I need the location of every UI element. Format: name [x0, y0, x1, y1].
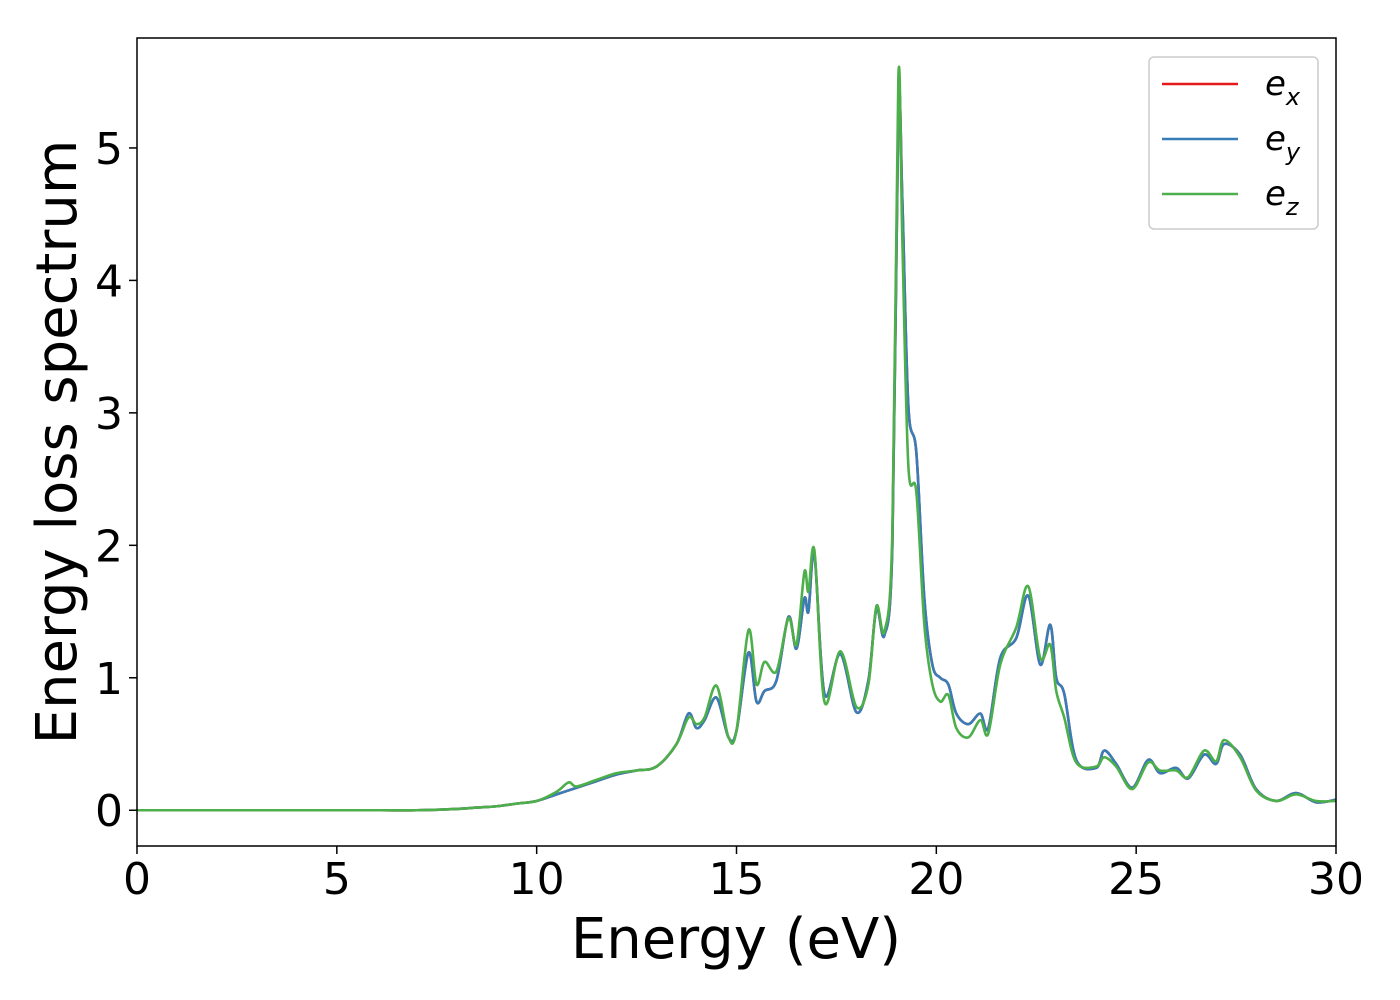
- x-tick-label: 10: [509, 854, 565, 905]
- y-axis-label: Energy loss spectrum: [25, 140, 90, 745]
- x-tick-label: 25: [1108, 854, 1164, 905]
- y-tick-label: 2: [95, 521, 123, 572]
- series-layer: [137, 65, 1336, 812]
- x-tick-label: 30: [1308, 854, 1364, 905]
- x-tick-label: 0: [123, 854, 151, 905]
- x-tick-label: 20: [908, 854, 964, 905]
- y-tick-label: 0: [95, 786, 123, 837]
- x-axis-ticks: 0 5 10 15 20 25 30: [123, 846, 1364, 905]
- y-tick-label: 4: [95, 256, 123, 307]
- y-axis-ticks: 0 1 2 3 4 5: [95, 124, 137, 837]
- x-axis-label: Energy (eV): [571, 907, 901, 972]
- plot-background: [137, 38, 1336, 846]
- x-tick-label: 5: [323, 854, 351, 905]
- y-tick-label: 1: [95, 654, 123, 705]
- x-tick-label: 15: [709, 854, 765, 905]
- legend-frame: [1148, 56, 1319, 230]
- y-tick-label: 3: [95, 389, 123, 440]
- series-line-ez: [137, 65, 1336, 812]
- y-tick-label: 5: [95, 124, 123, 175]
